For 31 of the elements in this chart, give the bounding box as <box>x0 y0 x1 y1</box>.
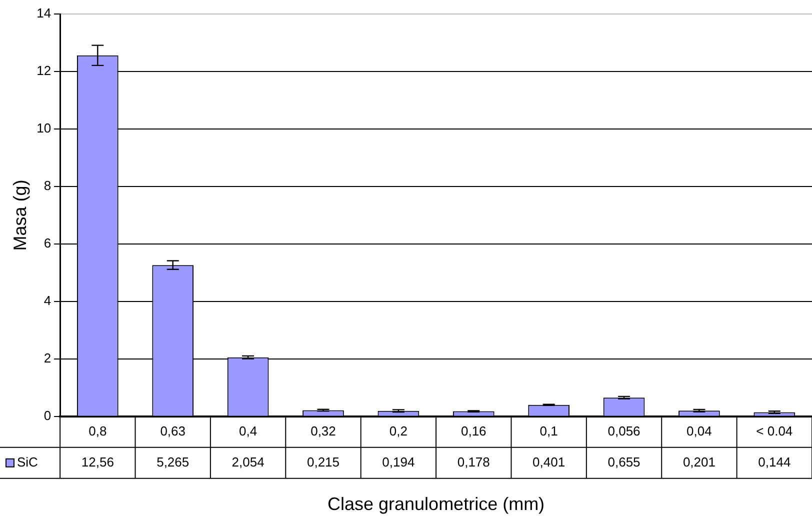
y-tick-label: 4 <box>44 293 52 308</box>
x-tick-label: 0,2 <box>389 423 408 438</box>
data-label: 0,401 <box>532 454 566 470</box>
x-tick-label: 0,04 <box>686 423 712 438</box>
y-tick-label: 8 <box>44 178 52 194</box>
data-label: 0,655 <box>608 454 640 470</box>
x-tick-label: 0,63 <box>160 423 186 438</box>
y-tick-label: 0 <box>44 408 52 423</box>
y-tick-label: 6 <box>44 236 52 251</box>
x-tick-label: 0,8 <box>88 423 107 438</box>
x-tick-label: 0,056 <box>608 423 640 438</box>
x-tick-label: 0,16 <box>460 423 486 438</box>
legend-label: SiC <box>17 454 38 470</box>
y-tick-label: 12 <box>36 63 52 78</box>
x-tick-label: 0,1 <box>540 423 558 438</box>
x-tick-label: 0,32 <box>310 423 336 438</box>
data-label: 0,215 <box>306 454 340 470</box>
y-tick-label: 2 <box>44 350 52 366</box>
data-label: 2,054 <box>232 454 264 470</box>
x-tick-label: < 0.04 <box>756 423 793 438</box>
y-axis-title: Masa (g) <box>10 180 30 251</box>
data-label: 0,194 <box>382 454 415 470</box>
y-tick-label: 14 <box>36 6 52 21</box>
data-label: 0,201 <box>682 454 716 470</box>
x-tick-label: 0,4 <box>239 423 258 438</box>
data-label: 0,178 <box>457 454 490 470</box>
data-label: 0,144 <box>758 454 791 470</box>
data-label: 12,56 <box>81 454 114 470</box>
data-label: 5,265 <box>156 454 190 470</box>
x-axis-title: Clase granulometrice (mm) <box>328 494 545 514</box>
y-tick-label: 10 <box>36 120 52 136</box>
